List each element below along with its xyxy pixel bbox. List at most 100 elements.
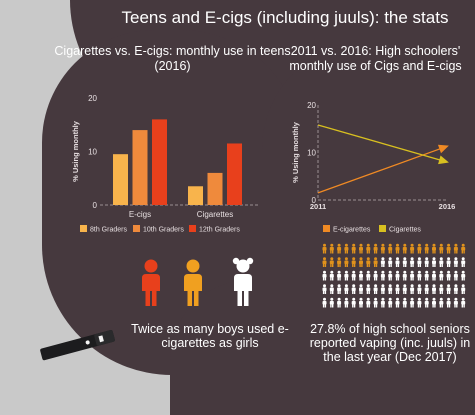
person-head (381, 257, 385, 261)
person-leg (375, 291, 378, 294)
person-head (461, 284, 465, 288)
person-torso (432, 274, 436, 278)
person-leg (425, 291, 427, 294)
person-leg (425, 264, 427, 267)
person-leg (461, 250, 463, 254)
person-leg (432, 291, 434, 294)
pictogram-person (388, 270, 393, 281)
person-torso (402, 287, 407, 291)
figure-leg (194, 290, 199, 306)
series-arrowhead (437, 144, 449, 154)
pictogram-person (446, 284, 451, 294)
person-head (366, 284, 370, 288)
person-leg (339, 277, 341, 281)
pictogram-person (337, 284, 342, 294)
pictogram-person (439, 270, 444, 281)
person-torso (366, 287, 371, 291)
person-leg (434, 250, 436, 254)
person-leg (324, 264, 327, 267)
person-torso (432, 287, 436, 291)
person-leg (403, 264, 405, 267)
person-torso (461, 247, 466, 251)
person-head (381, 243, 385, 247)
bar (152, 119, 167, 205)
person-leg (434, 291, 436, 294)
person-leg (456, 304, 458, 308)
pictogram-person (322, 257, 327, 267)
person-torso (417, 301, 422, 305)
pictogram-person (402, 270, 407, 281)
pictogram-person (417, 257, 422, 267)
person-torso (424, 247, 429, 251)
person-leg (439, 304, 442, 308)
person-leg (456, 277, 458, 281)
person-torso (453, 247, 458, 251)
pictogram-person (439, 297, 444, 308)
pictogram-person (351, 297, 356, 308)
person-leg (397, 264, 400, 267)
person-head (330, 257, 334, 261)
series-line (317, 124, 448, 163)
person-leg (361, 304, 363, 308)
pictogram-person (337, 257, 342, 267)
pictogram-person (366, 243, 371, 254)
person-leg (405, 264, 407, 267)
pictogram-person (322, 297, 327, 308)
pictogram-person (380, 270, 385, 281)
person-torso (322, 260, 327, 264)
person-head (425, 297, 429, 301)
bar-legend-swatch (80, 225, 87, 232)
person-leg (441, 304, 443, 308)
person-head (454, 257, 458, 261)
pictogram-person (417, 243, 422, 254)
person-leg (403, 250, 405, 254)
person-head (461, 243, 465, 247)
person-leg (361, 264, 363, 267)
bar (188, 186, 203, 205)
bar (113, 154, 128, 205)
person-head (396, 270, 399, 274)
person-head (410, 297, 414, 301)
pictogram-person (402, 297, 407, 308)
person-leg (448, 291, 451, 294)
pictogram-person (395, 257, 400, 267)
figure-leg (244, 290, 249, 306)
pictogram-person (432, 257, 436, 267)
person-leg (410, 264, 412, 267)
person-leg (344, 291, 347, 294)
person-head (410, 284, 414, 288)
bar-legend-swatch (133, 225, 140, 232)
person-head (337, 284, 341, 288)
person-leg (361, 277, 363, 281)
person-leg (434, 304, 436, 308)
person-leg (388, 277, 390, 281)
person-leg (441, 291, 443, 294)
pictogram-person (388, 284, 393, 294)
person-head (352, 270, 356, 274)
person-leg (426, 304, 429, 308)
person-head (366, 257, 370, 261)
person-leg (374, 250, 376, 254)
person-head (388, 270, 392, 274)
person-leg (346, 264, 348, 267)
pictogram-person (373, 284, 378, 294)
person-leg (426, 291, 429, 294)
person-head (425, 284, 429, 288)
person-leg (374, 264, 376, 267)
person-torso (402, 247, 407, 251)
person-leg (381, 291, 383, 294)
pictogram-person (322, 270, 327, 281)
pictogram-person (453, 257, 458, 267)
vape-tip (94, 330, 115, 346)
pictogram-person (446, 297, 451, 308)
person-torso (322, 301, 327, 305)
person-leg (381, 264, 383, 267)
person-leg (448, 264, 451, 267)
person-torso (329, 274, 334, 278)
person-leg (463, 277, 465, 281)
figure-pigtail (232, 257, 240, 265)
person-torso (395, 287, 400, 291)
person-torso (446, 301, 451, 305)
person-torso (432, 260, 436, 264)
person-head (344, 270, 348, 274)
